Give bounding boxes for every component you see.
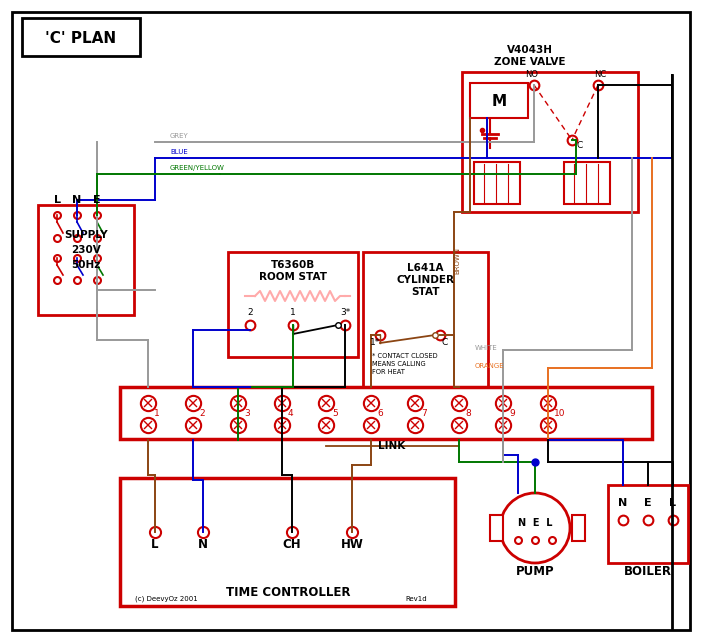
Text: NO: NO	[526, 70, 538, 79]
Text: N: N	[72, 195, 81, 205]
Text: C: C	[577, 141, 583, 150]
Text: V4043H: V4043H	[507, 45, 553, 55]
Circle shape	[500, 493, 570, 563]
Text: SUPPLY
230V
50Hz: SUPPLY 230V 50Hz	[64, 230, 108, 270]
Text: GREEN/YELLOW: GREEN/YELLOW	[170, 165, 225, 171]
Text: * CONTACT CLOSED: * CONTACT CLOSED	[372, 353, 437, 359]
Text: 2: 2	[247, 308, 253, 317]
Bar	[363, 252, 488, 392]
Bar	[564, 162, 610, 204]
Text: HW: HW	[340, 538, 364, 551]
Text: 3*: 3*	[340, 308, 350, 317]
Bar	[22, 18, 140, 56]
Text: 3: 3	[244, 408, 250, 417]
Text: L: L	[53, 195, 60, 205]
Text: L: L	[151, 538, 159, 551]
Text: 'C' PLAN: 'C' PLAN	[46, 31, 117, 46]
Text: 1: 1	[154, 408, 160, 417]
Text: N  E  L: N E L	[518, 518, 552, 528]
Text: BOILER: BOILER	[624, 565, 672, 578]
Text: TIME CONTROLLER: TIME CONTROLLER	[226, 586, 350, 599]
Text: 1*: 1*	[370, 338, 380, 347]
Bar	[474, 162, 520, 204]
Text: FOR HEAT: FOR HEAT	[372, 369, 405, 375]
Text: C: C	[442, 338, 448, 347]
Text: GREY: GREY	[170, 133, 189, 139]
Text: E: E	[644, 498, 652, 508]
Text: BLUE: BLUE	[170, 149, 187, 155]
Text: 6: 6	[377, 408, 383, 417]
Bar	[470, 83, 528, 118]
Text: 8: 8	[465, 408, 471, 417]
Bar	[462, 72, 638, 212]
Bar	[120, 478, 455, 606]
Text: L: L	[670, 498, 677, 508]
Text: BROWN: BROWN	[454, 247, 460, 274]
Text: 1: 1	[290, 308, 296, 317]
Text: L641A: L641A	[406, 263, 443, 273]
Text: N: N	[198, 538, 208, 551]
Text: STAT: STAT	[411, 287, 439, 297]
Text: M: M	[491, 94, 507, 108]
Text: WHITE: WHITE	[475, 345, 498, 351]
Text: 5: 5	[332, 408, 338, 417]
Text: PUMP: PUMP	[516, 565, 555, 578]
Bar	[490, 515, 503, 541]
Text: CH: CH	[283, 538, 301, 551]
Text: CYLINDER: CYLINDER	[396, 275, 454, 285]
Text: 4: 4	[288, 408, 293, 417]
Text: E: E	[93, 195, 101, 205]
Text: 9: 9	[509, 408, 515, 417]
Bar	[572, 515, 585, 541]
Text: ORANGE: ORANGE	[475, 363, 505, 369]
Bar	[120, 387, 652, 439]
Bar	[38, 205, 134, 315]
Text: NC: NC	[594, 70, 606, 79]
Text: (c) DeevyOz 2001: (c) DeevyOz 2001	[135, 596, 198, 603]
Bar	[608, 485, 688, 563]
Text: MEANS CALLING: MEANS CALLING	[372, 361, 425, 367]
Text: ZONE VALVE: ZONE VALVE	[494, 57, 566, 67]
Text: Rev1d: Rev1d	[405, 596, 427, 602]
Bar	[228, 252, 358, 357]
Text: N: N	[618, 498, 628, 508]
Text: 10: 10	[554, 408, 566, 417]
Text: LINK: LINK	[378, 441, 406, 451]
Text: 7: 7	[421, 408, 427, 417]
Text: 2: 2	[199, 408, 204, 417]
Text: ROOM STAT: ROOM STAT	[259, 272, 327, 282]
Text: T6360B: T6360B	[271, 260, 315, 270]
